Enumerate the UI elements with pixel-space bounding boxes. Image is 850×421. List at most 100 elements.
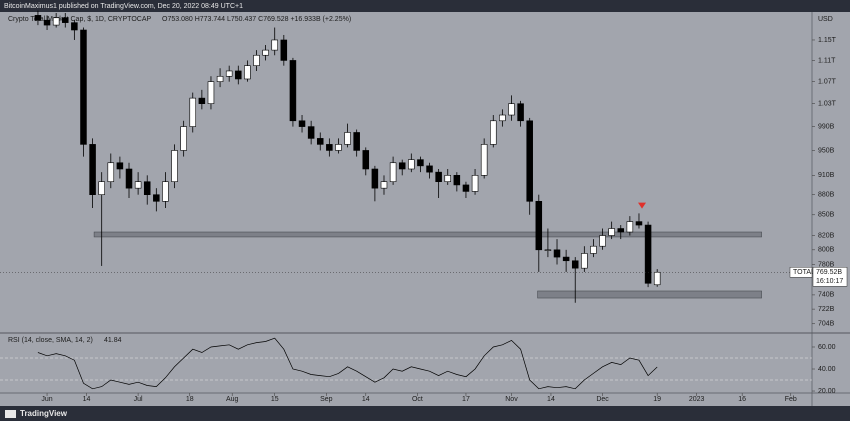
candle-body — [107, 162, 115, 183]
candle-body — [417, 159, 424, 167]
countdown: 16:10:17 — [816, 278, 843, 285]
candle-body — [544, 249, 552, 251]
y-tick-label: 800B — [818, 247, 835, 254]
candle-body — [371, 168, 379, 189]
candle-body — [508, 103, 515, 116]
price-tag: 769.52B — [816, 269, 842, 276]
x-tick-label: Sep — [320, 396, 333, 403]
candle-body — [362, 150, 370, 170]
candle-body — [499, 114, 506, 122]
x-tick-label: Feb — [785, 396, 797, 403]
candle-body — [408, 159, 415, 170]
x-tick-label: 2023 — [689, 396, 705, 403]
candle-body — [571, 260, 579, 269]
candle-body — [162, 181, 169, 202]
candle-body — [89, 144, 96, 196]
candle-body — [462, 184, 470, 192]
candle-body — [644, 224, 652, 284]
x-tick-label: 16 — [738, 396, 746, 403]
candle-body — [444, 175, 451, 183]
candle-body — [143, 181, 151, 196]
candle-body — [490, 120, 497, 145]
brand: TradingView — [20, 409, 68, 418]
signal-marker — [638, 202, 647, 209]
y-tick-label: 1.03T — [818, 101, 837, 108]
candle-body — [435, 171, 442, 183]
candle-body — [153, 194, 160, 202]
zone — [537, 290, 762, 299]
x-tick-label: Oct — [412, 396, 423, 403]
symbol-tag-box — [789, 267, 813, 278]
rsi-title: RSI (14, close, SMA, 14, 2) — [8, 337, 93, 344]
candle-body — [80, 29, 87, 145]
y-tick-label: 60.00 — [818, 344, 836, 351]
candle-body — [116, 162, 124, 170]
candle-body — [471, 175, 479, 192]
y-tick-label: 1.15T — [818, 37, 837, 44]
x-tick-label: Jun — [41, 396, 52, 403]
candle-body — [653, 271, 661, 286]
y-tick-label: 850B — [818, 212, 835, 219]
candle-body — [125, 168, 133, 189]
candle-body — [271, 39, 278, 51]
candle-body — [307, 126, 315, 139]
candle-body — [235, 70, 242, 80]
y-tick-label: 1.11T — [818, 57, 836, 64]
y-tick-label: 950B — [818, 147, 835, 154]
candle-body — [52, 17, 60, 26]
candle-body — [316, 138, 324, 145]
candle-body — [180, 126, 187, 151]
candle-body — [71, 22, 78, 31]
candle-body — [526, 120, 533, 202]
price-tag-box — [812, 267, 848, 287]
candle-body — [608, 228, 615, 236]
candle-body — [171, 150, 178, 183]
y-tick-label: 990B — [818, 123, 835, 130]
candle-body — [244, 65, 251, 80]
x-tick-label: 14 — [547, 396, 555, 403]
x-tick-label: 18 — [186, 396, 194, 403]
candle-body — [216, 75, 224, 82]
candle-body — [480, 144, 488, 176]
candle-body — [34, 15, 42, 21]
candle-body — [207, 81, 215, 104]
y-tick-label: 722B — [818, 306, 835, 313]
candle-body — [635, 221, 643, 226]
candle-body — [599, 235, 606, 247]
candle-body — [198, 97, 206, 104]
x-tick-label: 17 — [462, 396, 470, 403]
candle-body — [134, 181, 142, 189]
ohlc: O753.080 H773.744 L750.437 C769.528 +16.… — [162, 16, 351, 23]
y-tick-label: 40.00 — [818, 366, 836, 373]
y-tick-label: 910B — [818, 172, 835, 179]
x-tick-label: 14 — [362, 396, 370, 403]
candle-body — [517, 103, 524, 122]
y-tick-label: 740B — [818, 292, 835, 299]
candle-body — [280, 39, 288, 61]
x-tick-label: 19 — [653, 396, 661, 403]
candle-body — [298, 120, 306, 127]
candle-body — [326, 144, 333, 151]
x-tick-label: Aug — [226, 396, 239, 403]
candle-body — [535, 201, 543, 251]
candle-body — [262, 49, 269, 56]
brand-logo — [5, 410, 16, 418]
candle-body — [453, 175, 461, 186]
y-tick-label: 704B — [818, 321, 835, 328]
chart-title: Crypto Total Market Cap, $, 1D, CRYPTOCA… — [8, 16, 151, 23]
rsi-value: 41.84 — [104, 337, 122, 344]
candle-body — [62, 17, 69, 23]
candle-body — [98, 181, 105, 196]
candle-body — [617, 228, 625, 233]
candle-body — [344, 132, 351, 145]
candle-body — [43, 19, 51, 26]
candle-body — [225, 70, 233, 77]
x-tick-label: 15 — [271, 396, 279, 403]
candle-body — [289, 60, 297, 122]
candle-body — [626, 221, 634, 233]
candle-body — [253, 54, 260, 66]
zone — [93, 231, 762, 238]
symbol-tag: TOTAL — [793, 269, 815, 276]
